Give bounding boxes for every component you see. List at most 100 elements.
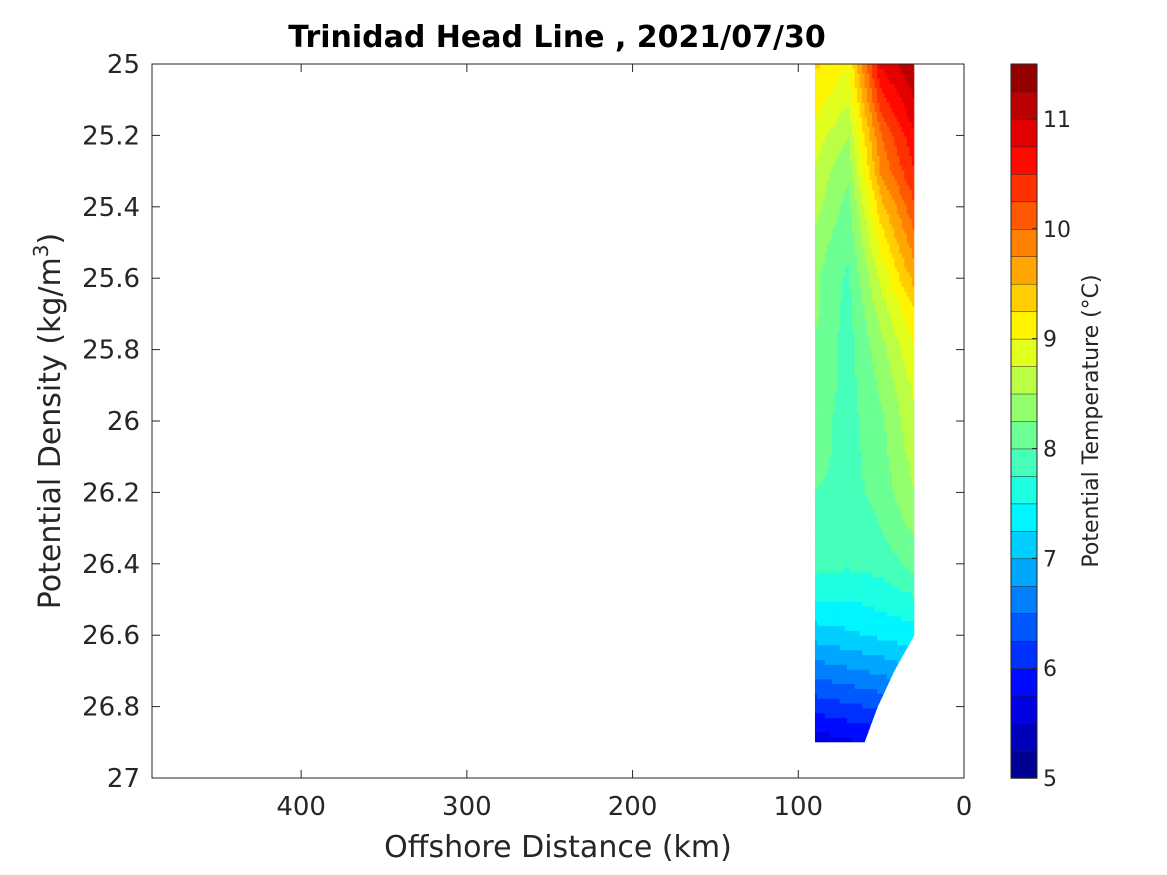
contour-cell [834, 713, 839, 719]
contour-cell [814, 645, 819, 652]
contour-cell [881, 592, 886, 598]
contour-cell [827, 73, 831, 80]
contour-cell [901, 277, 906, 283]
contour-cell [864, 403, 868, 409]
contour-cell [827, 325, 831, 332]
contour-cell [842, 170, 846, 177]
contour-cell [852, 596, 856, 603]
contour-cell [847, 102, 851, 109]
contour-cell [844, 650, 848, 656]
contour-cell [827, 514, 831, 521]
contour-cell [879, 102, 883, 109]
contour-cell [859, 262, 863, 269]
contour-cell [896, 514, 901, 521]
contour-cell [886, 97, 891, 104]
contour-cell [889, 64, 893, 70]
contour-cell [834, 567, 839, 574]
contour-cell [847, 88, 851, 94]
contour-cell [896, 185, 901, 191]
contour-cell [886, 427, 891, 434]
contour-cell [862, 112, 866, 119]
contour-cell [899, 621, 903, 627]
contour-cell [891, 587, 896, 593]
contour-cell [842, 621, 846, 627]
contour-cell [864, 664, 868, 671]
contour-cell [864, 475, 868, 482]
contour-cell [859, 97, 863, 104]
contour-cell [849, 732, 853, 739]
contour-cell [896, 175, 901, 182]
contour-cell [852, 645, 856, 652]
contour-cell [857, 141, 861, 148]
contour-cell [814, 495, 819, 501]
contour-cell [896, 485, 901, 492]
contour-cell [891, 83, 896, 90]
contour-cell [874, 519, 878, 526]
contour-cell [879, 209, 883, 215]
contour-cell [896, 626, 901, 632]
contour-cell [839, 737, 844, 743]
contour-cell [879, 160, 883, 167]
contour-cell [867, 388, 871, 395]
contour-cell [881, 601, 886, 608]
contour-cell [891, 354, 896, 361]
contour-cell [891, 374, 896, 380]
contour-cell [847, 306, 851, 312]
contour-cell [817, 592, 821, 598]
contour-cell [874, 64, 878, 70]
contour-cell [881, 78, 886, 85]
contour-cell [869, 219, 873, 225]
contour-cell [829, 136, 834, 143]
contour-cell [896, 374, 901, 380]
contour-cell [837, 737, 841, 743]
contour-cell [891, 466, 896, 472]
contour-cell [834, 354, 839, 361]
contour-cell [857, 524, 861, 530]
contour-cell [839, 136, 844, 143]
contour-cell [874, 146, 878, 153]
contour-cell [864, 194, 868, 201]
contour-cell [852, 553, 856, 559]
contour-cell [837, 655, 841, 661]
contour-cell [817, 73, 821, 80]
contour-cell [859, 470, 863, 477]
contour-cell [896, 616, 901, 622]
contour-cell [884, 529, 888, 535]
contour-cell [847, 354, 851, 361]
contour-cell [859, 306, 863, 312]
contour-cell [844, 689, 848, 695]
contour-cell [894, 345, 898, 351]
contour-cell [886, 567, 891, 574]
contour-cell [874, 611, 878, 618]
contour-cell [854, 156, 858, 162]
contour-cell [842, 543, 846, 550]
contour-cell [817, 596, 821, 603]
contour-cell [862, 669, 866, 676]
contour-cell [837, 630, 841, 637]
contour-cell [842, 461, 846, 467]
contour-cell [849, 369, 853, 375]
contour-cell [862, 262, 866, 269]
contour-cell [819, 514, 824, 521]
contour-cell [852, 519, 856, 526]
contour-cell [852, 136, 856, 143]
contour-cell [874, 626, 878, 632]
contour-cell [829, 640, 834, 647]
contour-cell [854, 567, 858, 574]
contour-cell [819, 592, 824, 598]
contour-cell [889, 500, 893, 506]
contour-cell [837, 88, 841, 94]
contour-cell [889, 102, 893, 109]
contour-cell [877, 262, 881, 269]
contour-cell [874, 199, 878, 206]
contour-cell [844, 543, 848, 550]
contour-cell [891, 403, 896, 409]
contour-cell [819, 151, 824, 157]
contour-cell [874, 577, 878, 584]
contour-cell [834, 504, 839, 511]
contour-cell [867, 485, 871, 492]
contour-cell [874, 354, 878, 361]
contour-cell [886, 340, 891, 346]
contour-cell [824, 684, 829, 690]
contour-cell [837, 378, 841, 385]
